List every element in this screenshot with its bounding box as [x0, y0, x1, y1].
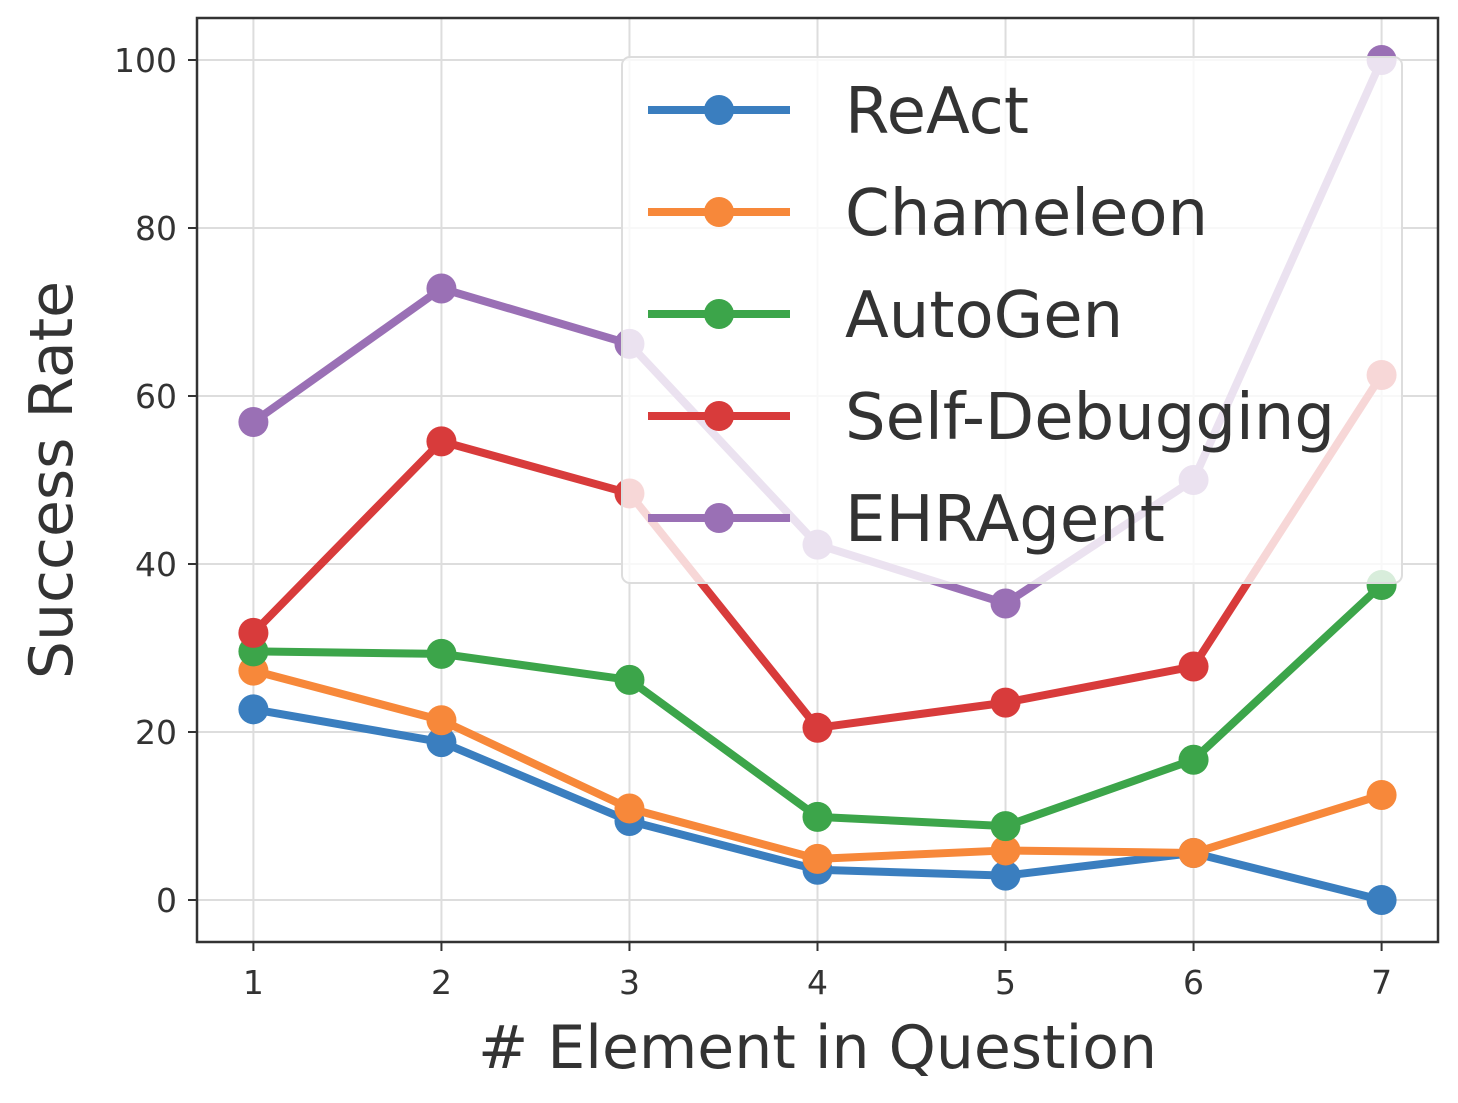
x-tick-label: 3	[619, 963, 640, 1002]
data-point-react	[238, 694, 269, 725]
data-point-ehragent	[238, 407, 269, 438]
data-point-autogen	[614, 664, 645, 695]
data-point-chameleon	[614, 793, 645, 824]
legend-item-self-debugging: Self-Debugging	[648, 381, 1335, 455]
y-tick-label: 100	[114, 41, 177, 80]
data-point-autogen	[1178, 744, 1209, 775]
y-tick-label: 0	[156, 881, 177, 920]
series-autogen	[238, 570, 1397, 842]
legend-label: ReAct	[845, 75, 1029, 149]
legend-item-ehragent: EHRAgent	[648, 483, 1165, 557]
legend-item-react: ReAct	[648, 75, 1029, 149]
data-point-chameleon	[1178, 837, 1209, 868]
data-point-react	[990, 860, 1021, 891]
data-point-autogen	[802, 801, 833, 832]
y-axis-label: Success Rate	[17, 281, 87, 679]
y-tick-label: 40	[135, 545, 177, 584]
legend-label: AutoGen	[845, 279, 1123, 353]
legend-label: Self-Debugging	[845, 381, 1335, 455]
data-point-self-debugging	[426, 426, 457, 457]
legend: ReAct Chameleon AutoGen Self-Debugging EHRAg…	[621, 56, 1403, 584]
data-point-chameleon	[802, 843, 833, 874]
data-point-autogen	[990, 811, 1021, 842]
axis-ticks: 1 2 3 4 5 6 7 0 20 40 60 80 100	[114, 41, 1392, 1002]
data-point-ehragent	[990, 588, 1021, 619]
data-point-react	[1366, 885, 1397, 915]
data-point-chameleon	[426, 705, 457, 736]
data-point-self-debugging	[1178, 651, 1209, 682]
legend-item-autogen: AutoGen	[648, 279, 1123, 353]
legend-swatch-marker	[704, 299, 734, 329]
legend-swatch-marker	[704, 503, 734, 533]
x-axis-label: # Element in Question	[478, 1013, 1157, 1083]
data-point-self-debugging	[238, 617, 269, 648]
legend-item-chameleon: Chameleon	[648, 177, 1208, 251]
y-tick-label: 80	[135, 209, 177, 248]
x-tick-label: 4	[807, 963, 828, 1002]
data-point-react	[426, 727, 457, 758]
legend-swatch-marker	[704, 95, 734, 125]
x-tick-label: 5	[995, 963, 1016, 1002]
x-tick-label: 2	[431, 963, 452, 1002]
series-chameleon	[238, 655, 1397, 874]
legend-box	[621, 56, 1403, 584]
x-tick-label: 1	[243, 963, 264, 1002]
y-tick-label: 20	[135, 713, 177, 752]
x-tick-label: 7	[1371, 963, 1392, 1002]
legend-swatch-marker	[704, 197, 734, 227]
y-tick-label: 60	[135, 377, 177, 416]
data-point-chameleon	[1366, 780, 1397, 810]
legend-label: EHRAgent	[845, 483, 1165, 557]
data-point-ehragent	[426, 273, 457, 304]
x-tick-label: 6	[1183, 963, 1204, 1002]
legend-swatch-marker	[704, 401, 734, 431]
data-point-autogen	[426, 638, 457, 669]
data-point-self-debugging	[990, 687, 1021, 718]
legend-label: Chameleon	[845, 177, 1208, 251]
data-point-self-debugging	[802, 712, 833, 743]
data-point-chameleon	[990, 835, 1021, 866]
